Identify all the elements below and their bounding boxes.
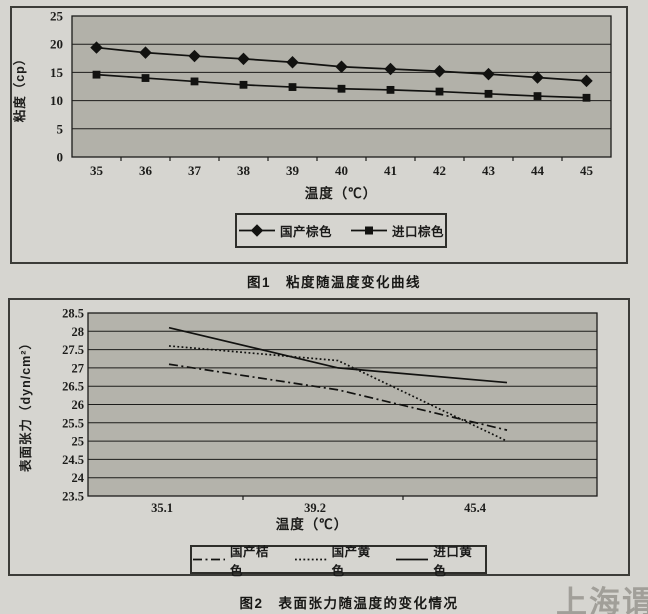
diamond-marker xyxy=(531,71,544,84)
figure2-chart-frame xyxy=(8,298,630,576)
y-tick-label: 20 xyxy=(50,37,63,52)
figure1-caption: 图1 粘度随温度变化曲线 xyxy=(246,275,421,290)
y-tick-label: 5 xyxy=(57,121,64,136)
legend-item: 国产黄色 xyxy=(294,541,384,579)
y-tick-label: 26 xyxy=(72,398,85,412)
x-tick-label: 35 xyxy=(90,163,104,178)
x-tick-label: 40 xyxy=(335,163,348,178)
y-tick-label: 25.5 xyxy=(62,416,84,430)
diamond-marker xyxy=(482,67,495,81)
figure1-legend: 国产棕色 进口棕色 xyxy=(235,213,447,248)
diamond-marker xyxy=(188,49,201,63)
diamond-marker xyxy=(580,74,593,88)
square-marker xyxy=(533,92,542,100)
y-tick-label: 27.5 xyxy=(62,343,84,357)
legend-label: 进口棕色 xyxy=(392,225,445,239)
diamond-marker xyxy=(433,65,446,78)
solid-line-icon xyxy=(395,553,429,566)
series-line-dotted xyxy=(168,345,508,442)
x-tick-label: 44 xyxy=(531,163,545,178)
y-tick-label: 28.5 xyxy=(62,307,84,321)
figure2-legend: 国产桔色 国产黄色 进口黄色 xyxy=(190,545,487,578)
x-axis-title: 温度（℃） xyxy=(305,185,378,201)
square-marker xyxy=(190,77,199,86)
legend-label: 国产桔色 xyxy=(230,544,270,578)
diamond-marker xyxy=(286,56,299,69)
y-tick-label: 25 xyxy=(72,435,85,449)
watermark-text: 上海谓载 xyxy=(556,585,648,614)
figure1-chart-frame xyxy=(10,6,628,264)
y-tick-label: 25 xyxy=(50,9,64,24)
square-marker xyxy=(386,85,395,94)
dotted-line-icon xyxy=(294,553,328,566)
square-marker xyxy=(288,83,297,91)
legend-square-marker xyxy=(365,226,373,235)
square-marker xyxy=(92,70,101,79)
square-line-icon xyxy=(350,224,388,237)
x-tick-label: 38 xyxy=(237,163,251,178)
y-tick-label: 24.5 xyxy=(62,453,84,467)
x-tick-label: 39 xyxy=(286,163,300,178)
square-marker xyxy=(337,84,346,93)
y-tick-label: 28 xyxy=(72,325,85,339)
x-axis-title: 温度（℃） xyxy=(276,516,349,532)
y-axis-title: 粘度（cp） xyxy=(12,52,27,123)
y-tick-label: 27 xyxy=(72,361,85,375)
legend-item: 进口黄色 xyxy=(395,541,485,579)
y-tick-label: 23.5 xyxy=(62,490,84,504)
y-tick-label: 10 xyxy=(50,93,63,108)
series-line-solid xyxy=(168,326,508,384)
legend-label: 国产黄色 xyxy=(331,544,371,578)
legend-item: 国产棕色 xyxy=(238,221,332,240)
y-tick-label: 26.5 xyxy=(62,380,84,394)
square-marker xyxy=(141,74,150,82)
legend-item: 进口棕色 xyxy=(350,221,444,240)
x-tick-label: 37 xyxy=(188,163,202,178)
square-marker xyxy=(582,93,591,102)
x-tick-label: 35.1 xyxy=(151,501,173,515)
legend-label: 进口黄色 xyxy=(433,544,473,578)
series-line-dashdot xyxy=(168,363,508,431)
x-tick-label: 39.2 xyxy=(304,501,326,515)
diamond-marker xyxy=(139,46,152,59)
x-tick-label: 45.4 xyxy=(464,501,487,515)
y-tick-label: 0 xyxy=(57,150,64,165)
x-tick-label: 42 xyxy=(433,163,446,178)
square-marker xyxy=(484,89,493,98)
y-tick-label: 24 xyxy=(72,471,85,485)
legend-item: 国产桔色 xyxy=(192,541,282,579)
diamond-marker xyxy=(237,52,250,66)
square-marker xyxy=(435,87,444,96)
legend-diamond-marker xyxy=(250,224,264,237)
x-tick-label: 45 xyxy=(580,163,594,178)
diamond-marker xyxy=(90,41,103,54)
figure2-caption: 图2 表面张力随温度的变化情况 xyxy=(239,596,459,611)
diamond-marker xyxy=(384,62,397,76)
x-tick-label: 43 xyxy=(482,163,496,178)
dashdot-line-icon xyxy=(192,553,226,566)
x-tick-label: 41 xyxy=(384,163,397,178)
diamond-line-icon xyxy=(238,224,276,237)
legend-label: 国产棕色 xyxy=(279,225,332,239)
x-tick-label: 36 xyxy=(139,163,153,178)
diamond-marker xyxy=(335,60,348,73)
square-marker xyxy=(239,80,248,89)
y-tick-label: 15 xyxy=(50,65,64,80)
y-axis-title: 表面张力（dyn/cm²） xyxy=(18,336,33,473)
